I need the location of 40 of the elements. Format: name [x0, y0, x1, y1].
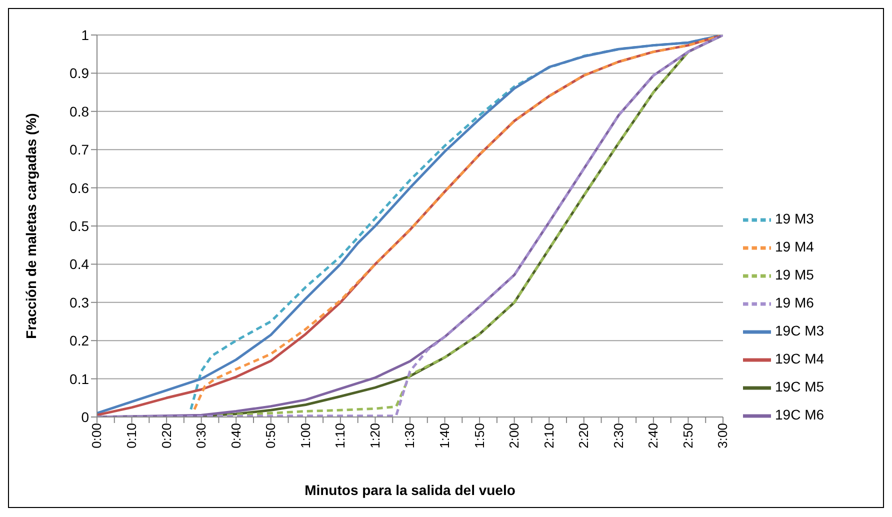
x-tick-label: 2:50 [680, 423, 696, 448]
x-tick-label: 0:10 [124, 423, 140, 448]
y-tick-label: 0.9 [70, 65, 90, 82]
x-tick-label: 2:30 [610, 423, 626, 448]
legend-label: 19C M4 [775, 350, 824, 367]
y-tick-label: 0.7 [70, 142, 90, 158]
y-tick-label: 0.2 [70, 332, 90, 349]
x-tick-label: 1:30 [402, 423, 418, 448]
legend-label: 19 M3 [775, 210, 814, 227]
x-tick-label: 1:00 [298, 423, 313, 448]
x-tick-label: 0:20 [158, 423, 174, 448]
x-axis-title: Minutos para la salida del vuelo [304, 482, 516, 498]
x-tick-label: 0:40 [228, 423, 244, 448]
y-tick-label: 0.8 [70, 103, 90, 120]
legend-label: 19 M6 [775, 294, 814, 311]
legend-label: 19 M4 [775, 238, 814, 255]
x-tick-label: 0:50 [263, 423, 278, 448]
y-tick-label: 0.1 [70, 370, 90, 387]
x-tick-label: 2:40 [646, 423, 661, 448]
x-tick-label: 0:00 [89, 423, 104, 448]
x-tick-label: 0:30 [194, 423, 209, 448]
y-tick-label: 0.5 [70, 218, 90, 234]
legend-label: 19C M3 [775, 322, 824, 339]
legend-label: 19C M6 [775, 406, 824, 423]
y-tick-label: 0.3 [70, 294, 90, 310]
x-tick-label: 3:00 [715, 423, 730, 448]
y-tick-label: 0.6 [70, 180, 90, 196]
x-tick-label: 2:00 [506, 423, 522, 448]
y-tick-label: 1 [81, 26, 90, 43]
y-tick-label: 0.4 [70, 256, 90, 272]
x-tick-label: 2:20 [576, 423, 592, 448]
x-tick-label: 2:10 [541, 423, 556, 448]
y-axis-title: Fracción de maletas cargadas (%) [22, 113, 39, 339]
x-tick-label: 1:20 [367, 423, 382, 448]
y-tick-label: 0 [81, 408, 90, 425]
legend-label: 19C M5 [775, 378, 824, 395]
legend-label: 19 M5 [775, 266, 814, 283]
x-tick-label: 1:10 [332, 423, 348, 448]
x-tick-label: 1:40 [437, 423, 452, 448]
x-tick-label: 1:50 [472, 423, 487, 448]
